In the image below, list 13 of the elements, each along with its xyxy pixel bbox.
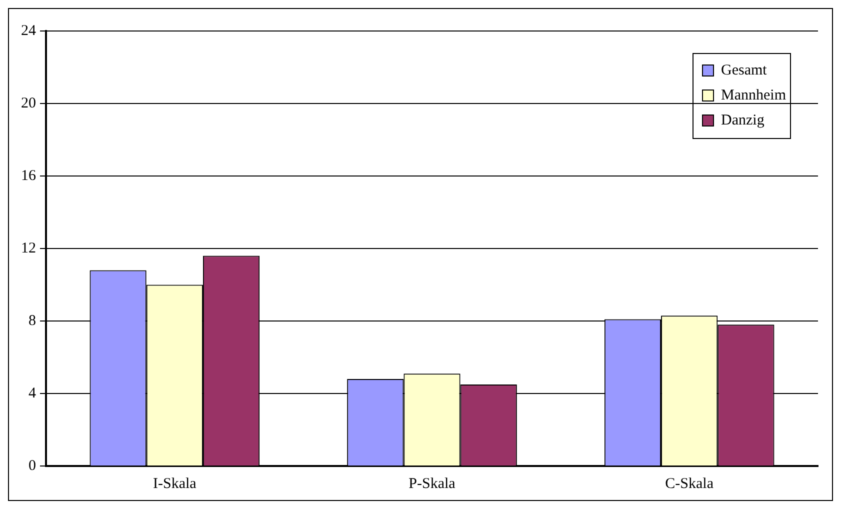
x-tick-label: I-Skala	[153, 476, 197, 492]
y-tick-label: 12	[21, 240, 36, 256]
y-tick-label: 4	[28, 385, 36, 402]
legend-label: Mannheim	[721, 87, 786, 104]
y-tick-label: 24	[21, 22, 36, 39]
y-tick-label: 16	[21, 168, 36, 184]
y-tick-label: 20	[21, 95, 36, 112]
legend-label: Danzig	[721, 112, 765, 128]
x-tick-label: P-Skala	[408, 476, 456, 492]
legend-label: Gesamt	[721, 62, 768, 78]
y-tick-label: 8	[28, 312, 36, 329]
x-tick-label: C-Skala	[665, 476, 714, 492]
y-tick-label: 0	[28, 458, 36, 474]
